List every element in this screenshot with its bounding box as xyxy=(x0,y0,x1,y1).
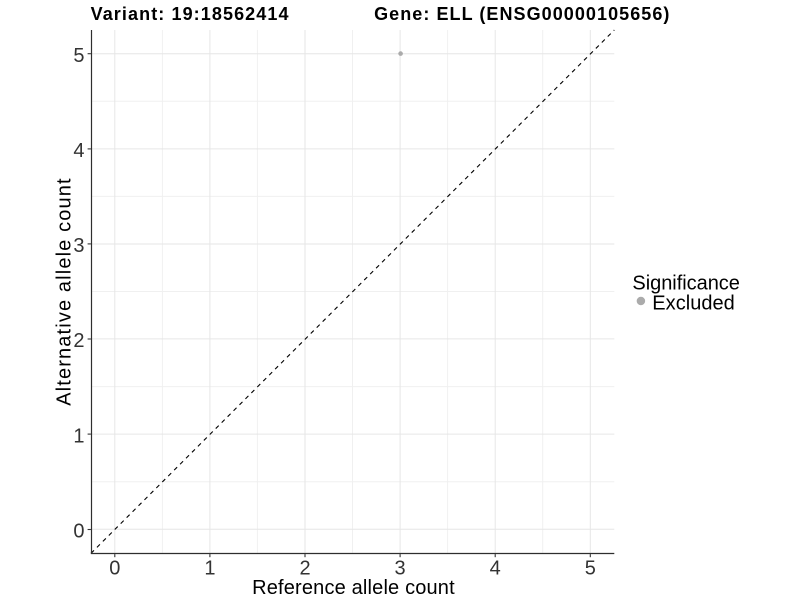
svg-text:4: 4 xyxy=(73,140,84,162)
svg-text:5: 5 xyxy=(73,45,84,67)
svg-text:3: 3 xyxy=(395,558,406,580)
svg-text:0: 0 xyxy=(109,558,120,580)
svg-text:4: 4 xyxy=(490,558,501,580)
svg-text:Significance: Significance xyxy=(632,272,740,294)
svg-text:2: 2 xyxy=(299,558,310,580)
svg-text:3: 3 xyxy=(73,235,84,257)
svg-text:1: 1 xyxy=(73,425,84,447)
svg-text:Gene: ELL (ENSG00000105656): Gene: ELL (ENSG00000105656) xyxy=(374,4,669,24)
svg-text:Variant: 19:18562414: Variant: 19:18562414 xyxy=(91,4,289,24)
svg-text:1: 1 xyxy=(204,558,215,580)
svg-text:Alternative allele count: Alternative allele count xyxy=(54,178,76,406)
svg-text:0: 0 xyxy=(73,520,84,542)
svg-text:5: 5 xyxy=(585,558,596,580)
svg-text:2: 2 xyxy=(73,330,84,352)
svg-text:Excluded: Excluded xyxy=(652,293,735,315)
svg-text:Reference allele count: Reference allele count xyxy=(252,577,455,599)
